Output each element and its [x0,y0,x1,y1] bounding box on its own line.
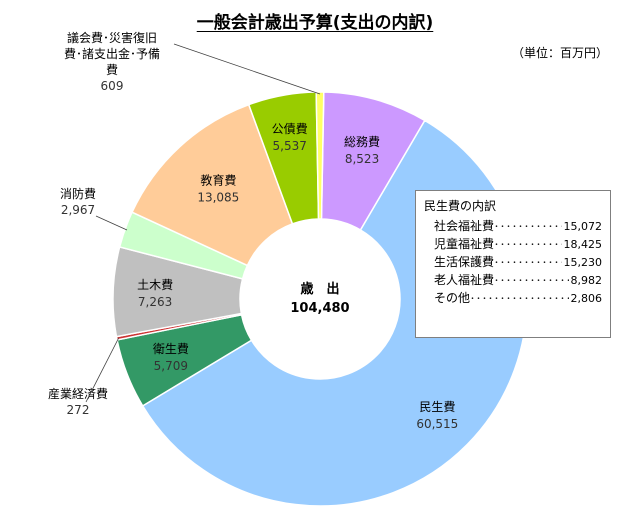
slice-label-5: 土木費 7,263 [137,277,173,309]
slice-value: 609 [101,79,124,93]
slice-value: 5,709 [154,359,188,373]
slice-label-7: 教育費 13,085 [197,173,239,205]
breakdown-row: その他･･････････････････････････2,806 [424,289,602,307]
slice-value: 13,085 [197,191,239,205]
slice-label-1: 総務費 8,523 [344,134,380,166]
slice-value: 2,967 [61,203,95,217]
leader-dots: ･･････････････････････････ [494,222,561,233]
breakdown-item-name: 児童福祉費 [434,237,495,251]
slice-name: 産業経済費 [48,386,108,401]
breakdown-item-name: 老人福祉費 [434,273,495,287]
slice-name: 公債費 [272,121,308,136]
slice-name: 衛生費 [153,341,189,356]
chart-title: 一般会計歳出予算(支出の内訳) [196,13,434,33]
slice-label-3: 衛生費 5,709 [153,341,189,373]
slice-value: 272 [67,403,90,417]
slice-value: 8,523 [345,152,379,166]
leader-dots: ･･････････････････････････ [470,294,568,305]
slice-name: 教育費 [200,173,236,188]
breakdown-title: 民生費の内訳 [424,199,497,213]
unit-label: （単位：百万円） [511,46,608,60]
slice-name: 土木費 [137,277,173,292]
slice-value: 5,537 [273,139,307,153]
slice-label-8: 公債費 5,537 [272,121,308,153]
breakdown-row: 児童福祉費･･････････････････････････18,425 [424,235,602,253]
slice-7 [131,103,294,267]
breakdown-box: 民生費の内訳 社会福祉費･･････････････････････････15… [415,190,611,338]
slice-name: 消防費 [60,186,96,201]
slice-label-6: 消防費 2,967 [60,186,128,231]
leader-line [173,43,321,95]
breakdown-item-name: 生活保護費 [434,255,495,269]
leader-dots: ･･････････････････････････ [494,240,561,251]
center-total: 104,480 [290,301,349,316]
breakdown-row: 生活保護費･･････････････････････････15,230 [424,253,602,271]
breakdown-row: 老人福祉費･･････････････････････････8,982 [424,271,602,289]
slice-label-4: 産業経済費 272 [48,337,120,417]
slice-name: 費 [106,62,118,77]
slice-name: 総務費 [344,134,380,149]
slice-name: 民生費 [419,399,455,414]
breakdown-item-value: 2,806 [570,292,603,305]
breakdown-row: 社会福祉費･･････････････････････････15,072 [424,217,602,235]
slice-label-2: 民生費 60,515 [416,399,458,431]
slice-name: 議会費･災害復旧 [67,30,157,45]
slice-value: 7,263 [138,295,172,309]
slice-name: 費･諸支出金･予備 [64,46,160,61]
breakdown-item-value: 18,425 [563,238,603,251]
breakdown-item-name: 社会福祉費 [434,219,495,233]
leader-dots: ･･････････････････････････ [494,258,561,269]
leader-dots: ･･････････････････････････ [494,276,569,287]
breakdown-rows: 社会福祉費･･････････････････････････15,072児童福… [424,217,602,307]
breakdown-item-value: 8,982 [570,274,603,287]
center-label: 歳 出 [300,281,339,297]
breakdown-item-name: その他 [434,291,471,305]
slice-value: 60,515 [416,417,458,431]
breakdown-item-value: 15,230 [563,256,603,269]
leader-line [85,337,120,403]
breakdown-item-value: 15,072 [563,220,603,233]
slice-9 [315,91,325,220]
leader-line [95,215,128,231]
